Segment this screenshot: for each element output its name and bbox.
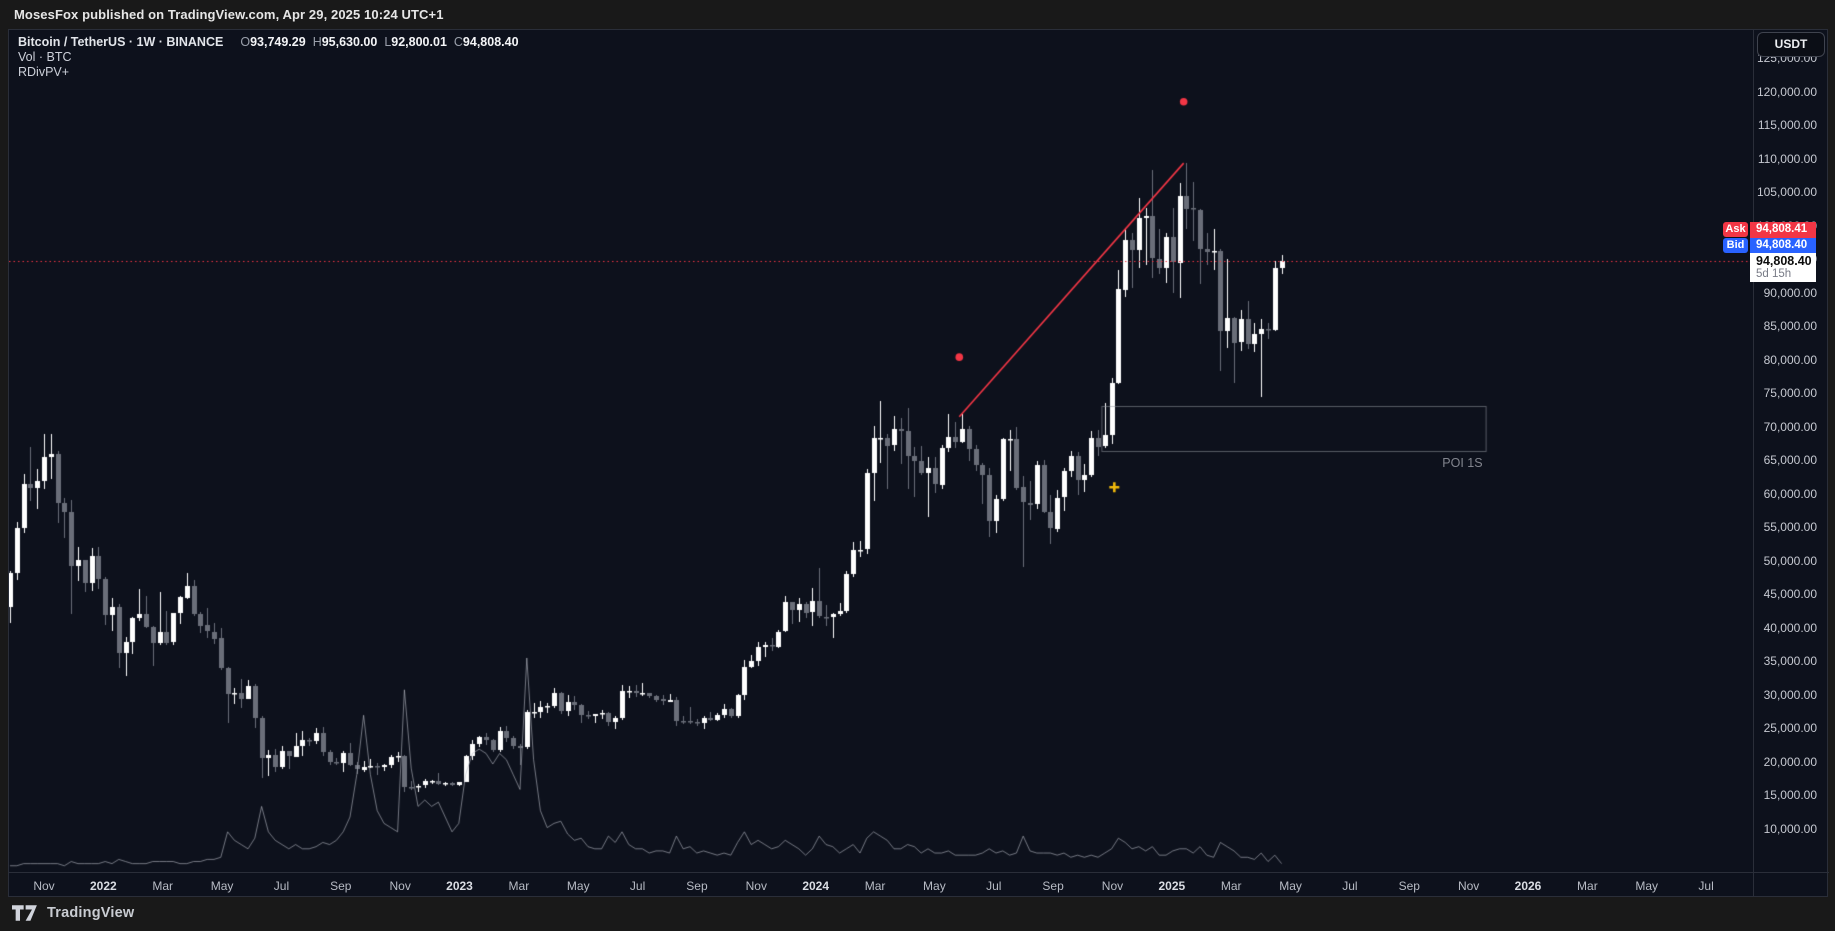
time-tick-label: May: [1279, 879, 1302, 893]
price-tick-label: 80,000.00: [1763, 352, 1817, 367]
price-tick-label: 90,000.00: [1763, 285, 1817, 300]
publish-header: MosesFox published on TradingView.com, A…: [0, 0, 1835, 29]
time-tick-label: Nov: [389, 879, 411, 893]
time-tick-label: Nov: [745, 879, 767, 893]
price-tick-label: 120,000.00: [1756, 84, 1817, 99]
footer-bar: TradingView: [0, 897, 1835, 931]
publisher-line: MosesFox published on TradingView.com, A…: [14, 7, 444, 22]
time-tick-label: Jul: [1342, 879, 1358, 893]
price-tick-label: 45,000.00: [1763, 587, 1817, 602]
price-tick-label: 20,000.00: [1763, 754, 1817, 769]
time-tick-label: 2022: [90, 879, 117, 893]
time-tick-label: Jul: [629, 879, 646, 893]
tradingview-logo-icon: [12, 905, 37, 921]
time-tick-label: Sep: [330, 879, 352, 893]
high-label: H: [312, 35, 322, 49]
bid-price-label: 94,808.40: [1750, 238, 1816, 254]
low-label: L: [384, 35, 392, 49]
time-tick-label: May: [210, 879, 234, 893]
price-tick-label: 75,000.00: [1763, 386, 1817, 401]
time-tick-label: Nov: [1101, 879, 1124, 893]
price-tick-label: 40,000.00: [1763, 620, 1817, 635]
time-tick-label: 2025: [1158, 879, 1186, 893]
price-tick-label: 50,000.00: [1763, 553, 1817, 568]
symbol-title[interactable]: Bitcoin / TetherUS · 1W · BINANCE: [18, 35, 224, 49]
time-tick-label: Jul: [273, 879, 290, 893]
time-tick-label: Jul: [1698, 879, 1714, 893]
time-tick-label: Mar: [864, 879, 886, 893]
high-value: 95,630.00: [321, 35, 378, 49]
price-tick-label: 85,000.00: [1763, 319, 1817, 334]
tradingview-logo[interactable]: TradingView: [12, 905, 134, 921]
time-tick-label: 2023: [446, 879, 473, 893]
time-tick-label: Jul: [986, 879, 1002, 893]
last-price-label: 94,808.40 5d 15h: [1750, 252, 1816, 282]
time-tick-label: Sep: [686, 879, 708, 893]
time-tick-label: Nov: [33, 879, 55, 893]
time-tick-label: May: [923, 879, 946, 893]
price-axis[interactable]: USDT 125,000.00 120,000.00 115,000.00 110,0…: [1753, 30, 1829, 872]
price-tick-label: 65,000.00: [1763, 453, 1817, 468]
open-value: 93,749.29: [250, 35, 306, 49]
close-label: C: [453, 35, 463, 49]
bar-countdown: 5d 15h: [1756, 267, 1792, 280]
ohlc-values: O93,749.29 H95,630.00 L92,800.01 C94,808.40: [233, 35, 518, 49]
bid-badge: Bid: [1723, 238, 1748, 253]
chart-frame: Bitcoin / TetherUS · 1W · BINANCE O93,749…: [8, 29, 1829, 898]
price-chart-canvas[interactable]: [9, 30, 1753, 872]
time-tick-label: 2026: [1514, 879, 1542, 893]
time-tick-label: Mar: [1577, 879, 1598, 893]
time-tick-label: Mar: [1220, 879, 1242, 893]
time-tick-label: Sep: [1042, 879, 1064, 893]
price-tick-label: 60,000.00: [1763, 486, 1817, 501]
price-tick-label: 115,000.00: [1757, 118, 1817, 133]
time-tick-label: May: [566, 879, 590, 893]
low-value: 92,800.01: [391, 35, 447, 49]
time-tick-label: Mar: [152, 879, 174, 893]
ask-badge: Ask: [1723, 222, 1748, 237]
price-tick-label: 10,000.00: [1763, 822, 1817, 836]
poi-zone-label[interactable]: POI 1S: [1442, 455, 1483, 470]
time-tick-label: 2024: [802, 879, 830, 893]
price-tick-label: 25,000.00: [1763, 721, 1817, 736]
price-tick-label: 35,000.00: [1763, 654, 1817, 669]
price-tick-label: 55,000.00: [1763, 520, 1817, 535]
symbol-legend: Bitcoin / TetherUS · 1W · BINANCE O93,749…: [18, 35, 519, 80]
currency-toggle-button[interactable]: USDT: [1757, 32, 1825, 57]
time-tick-label: May: [1635, 879, 1659, 893]
last-price-value: 94,808.40: [1756, 253, 1812, 268]
close-value: 94,808.40: [462, 35, 519, 49]
legend-main-row: Bitcoin / TetherUS · 1W · BINANCE O93,749…: [18, 35, 519, 50]
time-tick-label: Mar: [508, 879, 530, 893]
price-tick-label: 30,000.00: [1763, 687, 1817, 702]
open-label: O: [240, 35, 251, 49]
indicator-rdivpv-label[interactable]: RDivPV+: [18, 65, 70, 79]
time-tick-label: Sep: [1398, 879, 1420, 893]
price-tick-label: 105,000.00: [1756, 185, 1817, 200]
tradingview-logo-text: TradingView: [47, 905, 135, 921]
price-tick-label: 15,000.00: [1763, 788, 1817, 803]
time-tick-label: Nov: [1457, 879, 1480, 893]
price-tick-label: 110,000.00: [1757, 151, 1817, 166]
axis-corner: [1753, 872, 1829, 898]
time-axis[interactable]: Nov 2022 Mar May Jul Sep Nov 2023 Mar May Jul Sep No…: [9, 872, 1753, 898]
indicator-volume-label[interactable]: Vol · BTC: [18, 50, 72, 64]
ask-price-label: 94,808.41: [1750, 222, 1816, 238]
price-tick-label: 70,000.00: [1763, 419, 1817, 434]
